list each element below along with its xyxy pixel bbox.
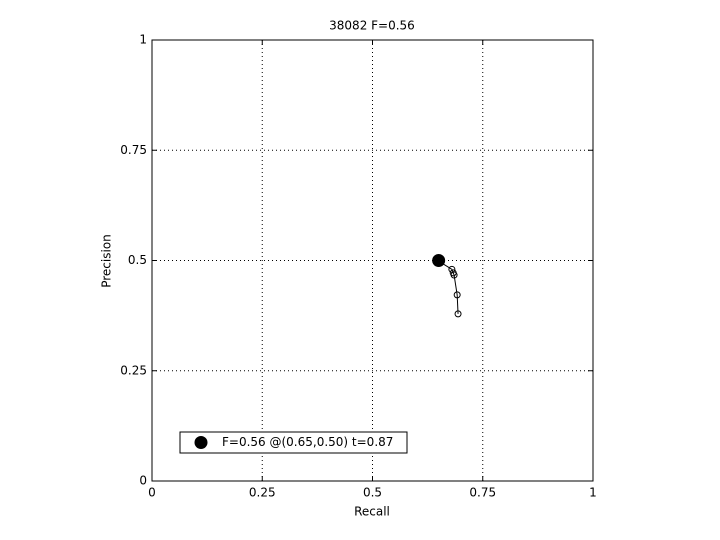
y-axis-label: Precision (100, 234, 114, 288)
x-tick-label: 0.5 (363, 486, 382, 500)
legend-box (179, 431, 408, 454)
plot-frame (151, 39, 594, 482)
x-tick-label: 0 (148, 486, 156, 500)
y-tick-label: 0.5 (128, 253, 147, 267)
legend-marker (194, 436, 208, 449)
y-tick-label: 0 (139, 474, 147, 488)
point-marker (454, 310, 462, 318)
chart-title: 38082 F=0.56 (329, 19, 415, 33)
x-tick-label: 0.25 (249, 486, 276, 500)
legend: F=0.56 @(0.65,0.50) t=0.87 (179, 431, 408, 454)
best-point (432, 254, 446, 267)
x-axis-label: Recall (354, 505, 390, 519)
point-marker (448, 265, 456, 273)
y-tick-label: 1 (139, 33, 147, 47)
x-tick-label: 0.75 (469, 486, 496, 500)
y-tick-label: 0.75 (120, 143, 147, 157)
point-marker (450, 271, 458, 279)
x-tick-label: 1 (589, 486, 597, 500)
point-marker (453, 291, 461, 299)
legend-label: F=0.56 @(0.65,0.50) t=0.87 (222, 435, 393, 449)
y-tick-label: 0.25 (120, 363, 147, 377)
